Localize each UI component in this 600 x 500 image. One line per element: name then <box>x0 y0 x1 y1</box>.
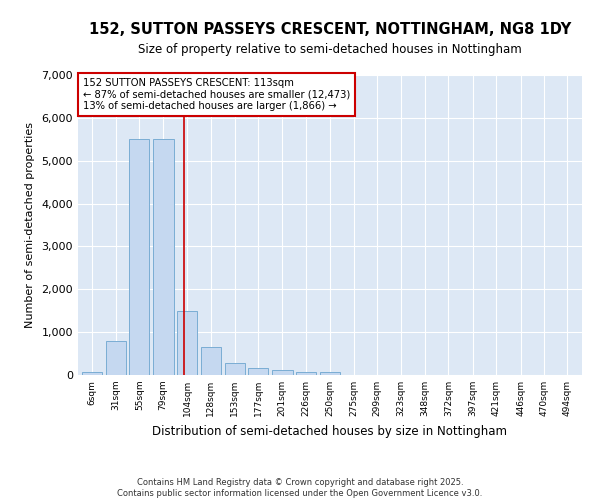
Bar <box>106 340 126 375</box>
Bar <box>177 310 197 375</box>
Bar <box>272 370 293 375</box>
X-axis label: Distribution of semi-detached houses by size in Nottingham: Distribution of semi-detached houses by … <box>152 424 508 438</box>
Text: 152 SUTTON PASSEYS CRESCENT: 113sqm
← 87% of semi-detached houses are smaller (1: 152 SUTTON PASSEYS CRESCENT: 113sqm ← 87… <box>83 78 350 111</box>
Bar <box>225 363 245 375</box>
Bar <box>296 372 316 375</box>
Y-axis label: Number of semi-detached properties: Number of semi-detached properties <box>25 122 35 328</box>
Text: Contains HM Land Registry data © Crown copyright and database right 2025.
Contai: Contains HM Land Registry data © Crown c… <box>118 478 482 498</box>
Bar <box>153 140 173 375</box>
Text: 152, SUTTON PASSEYS CRESCENT, NOTTINGHAM, NG8 1DY: 152, SUTTON PASSEYS CRESCENT, NOTTINGHAM… <box>89 22 571 38</box>
Bar <box>248 368 268 375</box>
Bar <box>130 140 149 375</box>
Bar <box>320 372 340 375</box>
Bar <box>201 346 221 375</box>
Bar <box>82 372 103 375</box>
Text: Size of property relative to semi-detached houses in Nottingham: Size of property relative to semi-detach… <box>138 42 522 56</box>
